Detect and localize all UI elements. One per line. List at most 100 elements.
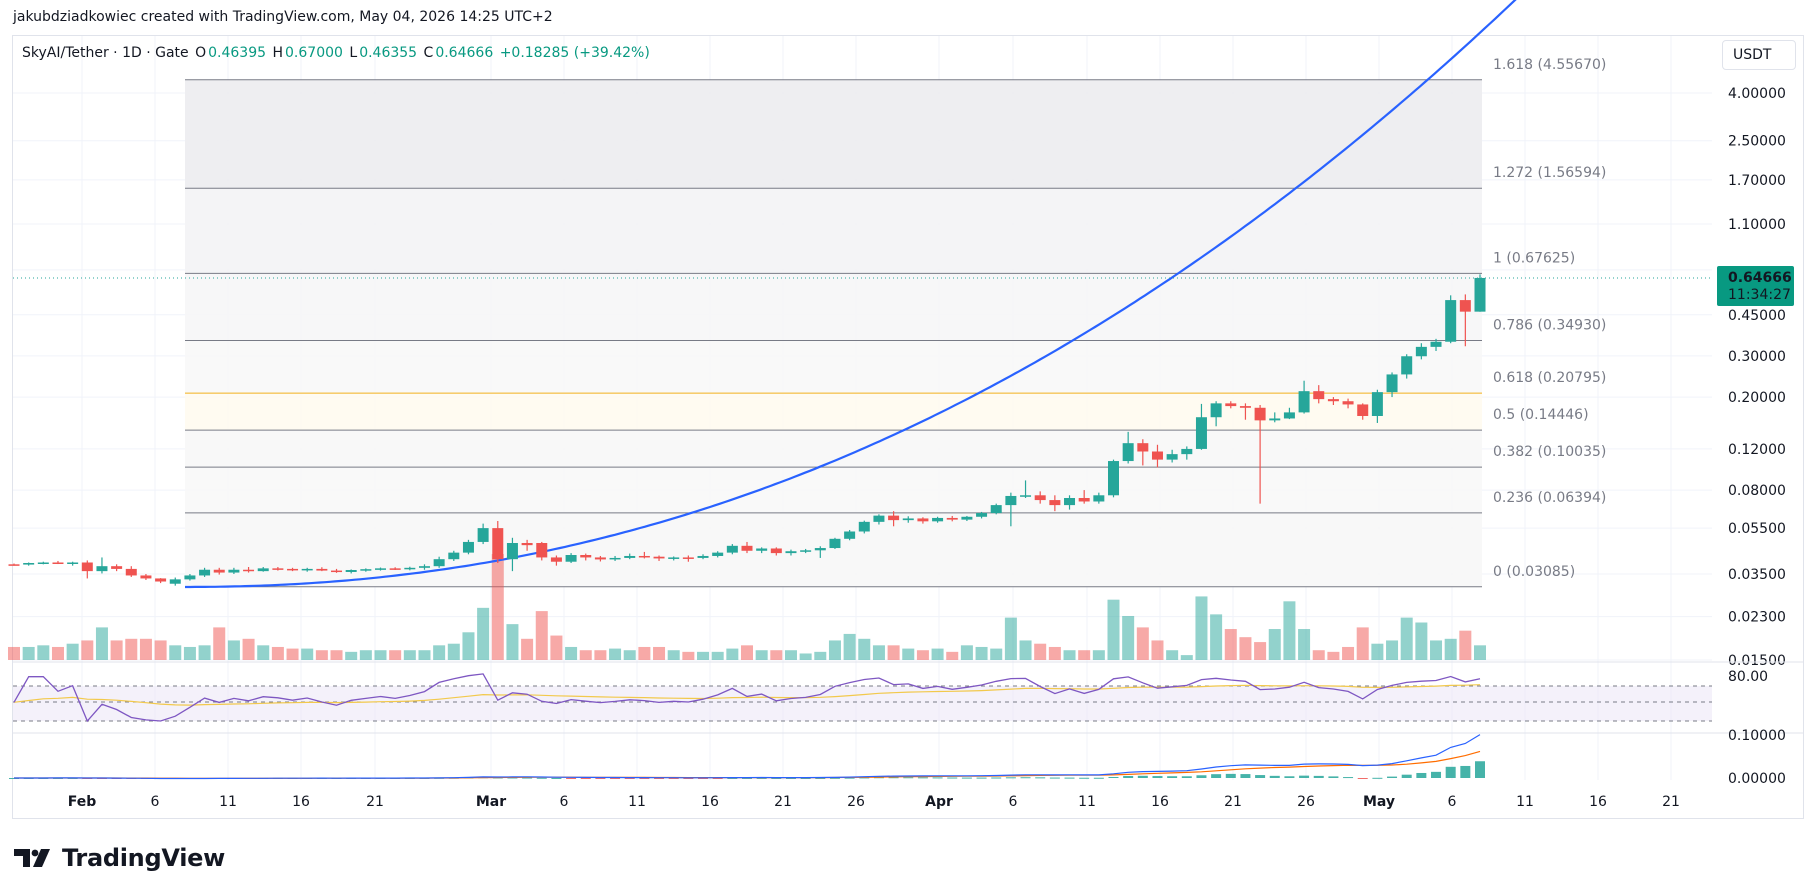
volume-bar [1415,622,1428,660]
time-axis: Feb 6 11 16 21 Mar 6 11 16 21 26 Apr 6 11 16 21 26 May 6 11… [68,794,1680,810]
fib-level-label: 0 (0.03085) [1493,564,1575,580]
candle-body [844,531,856,539]
volume-bar [389,650,402,660]
candle-body [800,550,812,552]
macd-hist-bar [976,777,987,779]
volume-bar [594,650,607,660]
candle [140,573,152,580]
currency-button[interactable]: USDT [1722,40,1796,70]
volume-bar [403,650,416,660]
volume-bar [1474,645,1486,660]
candle-body [785,551,797,554]
volume-bar [843,633,856,660]
macd-hist-bar [1108,776,1119,778]
volume-bar [1444,638,1457,660]
candle [785,549,797,556]
candle [741,541,753,554]
volume-bar [902,648,915,660]
open-label: O [195,45,207,61]
volume-bar [1254,642,1267,660]
candle-body [668,557,680,559]
macd-hist-bar [932,777,943,779]
macd-hist-bar [1269,775,1280,778]
macd-hist-bar [668,778,679,779]
volume-bar [1048,646,1061,660]
candle [375,567,386,571]
candle [682,555,694,562]
volume-bar [697,651,710,660]
time-axis-label: 6 [560,794,569,810]
last-price-tag-bg [1717,265,1794,306]
volume-bar [213,627,226,660]
candle [316,567,328,572]
volume-bar [183,646,196,660]
price-axis-label: 4.00000 [1728,86,1786,102]
candle [1298,380,1310,414]
macd-hist-bar [947,777,958,779]
volume-bar [1195,596,1208,660]
chart-frame [12,35,1804,819]
time-axis-label: 11 [1516,794,1534,810]
volume-bar [579,650,592,660]
price-axis-label: 0.01500 [1728,653,1786,669]
volume-bar [154,640,167,660]
candle [111,564,123,572]
time-axis-label: 26 [1297,794,1315,810]
volume-bar [1283,601,1296,660]
volume-bar [916,650,929,660]
volume-bar [8,646,20,660]
candle-body [111,566,123,569]
candle-body [213,569,225,573]
candle-body [917,518,929,522]
volume-bar [418,650,431,660]
candle [1137,439,1149,466]
candle-body [1342,401,1354,405]
candle-body [1225,403,1237,407]
volume-bar [81,640,94,660]
volume-bar [858,638,871,660]
candle-body [932,517,944,522]
volume-bar [1151,640,1164,660]
price-axis-label: 1.70000 [1728,173,1786,189]
candle [565,553,577,564]
macd-hist-bar [888,777,899,779]
volume-bar [1459,630,1472,660]
candle-body [697,555,709,558]
candle [697,554,709,560]
macd-line [14,734,1481,780]
time-axis-label: Feb [68,794,97,810]
macd-hist-bar [566,778,577,779]
last-price-value: 0.64666 [1728,270,1792,286]
macd-hist-bar [1167,776,1178,778]
candle [580,553,592,561]
candle-body [1005,495,1017,506]
macd-hist-bar [742,777,752,779]
volume-bar [95,627,108,660]
candle-body [1181,448,1193,455]
candle-body [257,568,269,572]
macd-hist-bar [654,778,665,779]
candle-body [81,562,93,572]
volume-bar [887,645,900,660]
candle [1151,444,1163,468]
tradingview-logo[interactable]: TradingView [14,844,225,872]
macd-axis-label: 0.10000 [1728,728,1786,744]
volume-bar [1327,651,1340,660]
volume-bar [990,648,1003,660]
macd-hist-bar [1328,776,1339,778]
time-axis-label: 26 [847,794,865,810]
volume-bar [1268,629,1281,660]
candle-body [23,563,35,565]
volume-bar [770,650,783,660]
volume-bar [931,648,944,660]
candle-body [52,562,64,564]
candle [184,573,196,581]
candle-body [228,569,240,573]
price-axis-label: 1.10000 [1728,217,1786,233]
candle-body [1166,454,1178,460]
macd-hist-bar [1357,778,1368,779]
volume-bar [1122,615,1135,660]
volume-bar [330,650,343,660]
low-value: 0.46355 [359,45,418,61]
